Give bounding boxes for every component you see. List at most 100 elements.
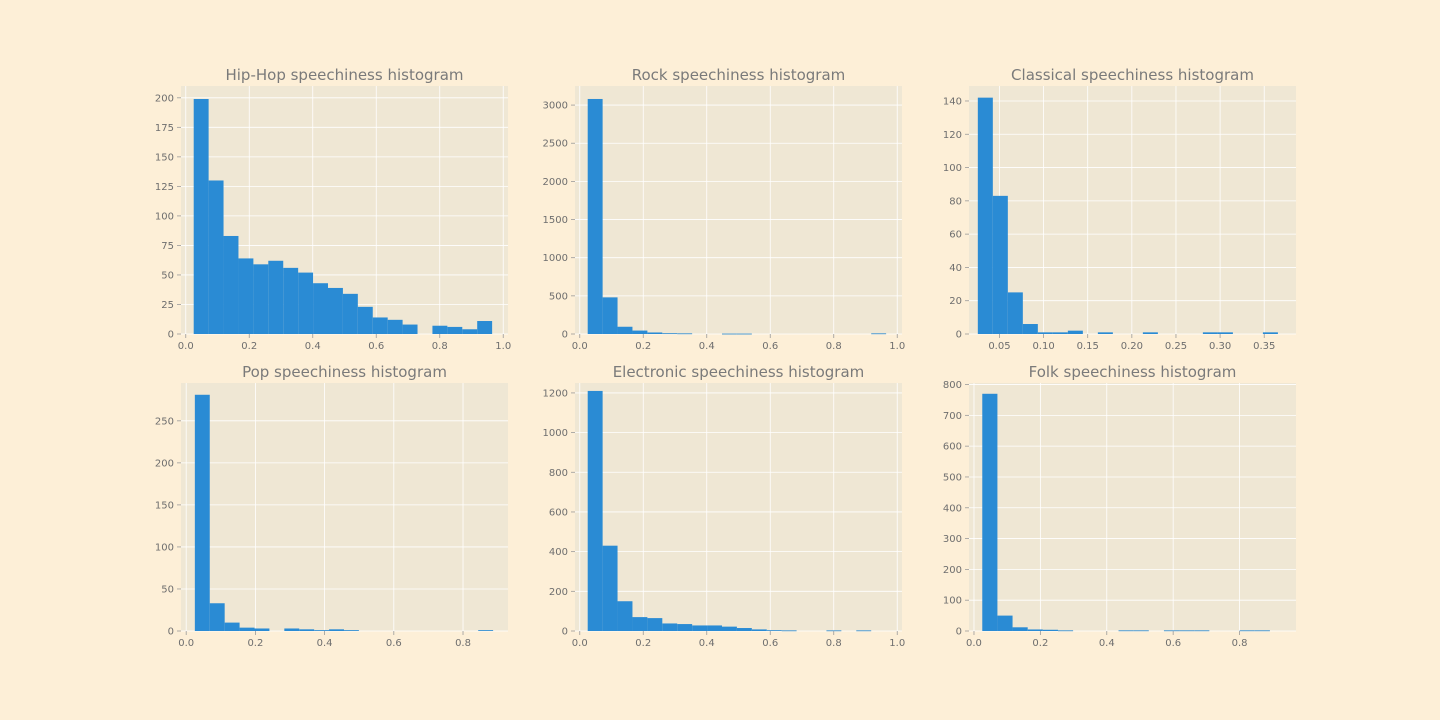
histogram-panel: 0.0 0.2 0.4 0.6 0.8 1.0 0 25 50 75 100 125 150 175 200… xyxy=(155,66,511,352)
histogram-bar xyxy=(977,97,993,335)
y-tick-label: 150 xyxy=(155,500,174,511)
y-tick-label: 60 xyxy=(949,230,962,241)
histogram-bar xyxy=(1179,630,1195,632)
histogram-bar xyxy=(254,628,270,631)
histogram-bar xyxy=(856,630,872,632)
histogram-bar xyxy=(647,332,663,334)
y-tick-label: 200 xyxy=(549,587,568,598)
y-tick-label: 175 xyxy=(155,123,174,134)
histogram-bar xyxy=(239,627,255,631)
y-tick-label: 0 xyxy=(168,330,174,341)
y-tick-label: 250 xyxy=(155,416,174,427)
plot-area xyxy=(575,383,902,631)
chart-title: Rock speechiness histogram xyxy=(632,66,846,84)
x-tick-label: 0.6 xyxy=(386,638,402,649)
x-tick-label: 0.0 xyxy=(572,341,588,352)
histogram-bar xyxy=(462,329,478,334)
histogram-bar xyxy=(871,333,887,335)
y-tick-label: 500 xyxy=(943,472,962,483)
histogram-bar xyxy=(1052,332,1068,334)
y-tick-label: 400 xyxy=(549,547,568,558)
x-tick-label: 0.2 xyxy=(635,638,651,649)
y-tick-label: 200 xyxy=(155,93,174,104)
y-tick-label: 3000 xyxy=(543,101,568,112)
chart-title: Classical speechiness histogram xyxy=(1011,66,1254,84)
histogram-bar xyxy=(478,630,494,631)
histogram-bar xyxy=(432,325,448,334)
histogram-bar xyxy=(997,615,1013,631)
histogram-bar xyxy=(587,390,603,631)
histogram-bar xyxy=(632,330,648,334)
histogram-bar xyxy=(1217,332,1233,334)
histogram-bar xyxy=(751,629,767,631)
y-tick-label: 0 xyxy=(956,627,962,638)
histogram-bar xyxy=(1163,630,1180,632)
x-tick-label: 0.6 xyxy=(762,638,778,649)
x-tick-label: 0.8 xyxy=(455,638,471,649)
x-tick-label: 0.20 xyxy=(1121,341,1143,352)
x-tick-label: 1.0 xyxy=(889,341,905,352)
y-tick-label: 500 xyxy=(549,291,568,302)
x-tick-label: 0.8 xyxy=(1232,638,1248,649)
histogram-bar xyxy=(1067,330,1083,334)
y-tick-label: 600 xyxy=(943,442,962,453)
histogram-bar xyxy=(1142,332,1158,334)
histogram-bar xyxy=(1007,292,1023,334)
histogram-bar xyxy=(781,630,797,632)
histogram-bar xyxy=(1057,630,1074,632)
chart-title: Pop speechiness histogram xyxy=(242,363,447,381)
x-tick-label: 0.0 xyxy=(966,638,982,649)
plot-area xyxy=(575,86,902,334)
histogram-bar xyxy=(1118,630,1134,632)
histogram-bar xyxy=(736,628,752,631)
histogram-bar xyxy=(1012,627,1028,631)
histogram-bar xyxy=(587,98,603,334)
y-tick-label: 1000 xyxy=(543,428,568,439)
x-tick-label: 0.6 xyxy=(368,341,384,352)
y-tick-label: 600 xyxy=(549,507,568,518)
histogram-bar xyxy=(617,326,633,334)
histogram-bar xyxy=(1037,332,1053,334)
x-tick-label: 0.05 xyxy=(988,341,1010,352)
histogram-bar xyxy=(647,618,663,631)
histogram-bar xyxy=(677,333,693,335)
y-tick-label: 80 xyxy=(949,196,962,207)
histogram-bar xyxy=(387,319,403,334)
histogram-bar xyxy=(329,629,344,631)
y-tick-label: 120 xyxy=(943,130,962,141)
y-tick-label: 100 xyxy=(155,542,174,553)
histogram-bar xyxy=(677,624,693,631)
histogram-bar xyxy=(327,287,343,334)
x-tick-label: 0.2 xyxy=(247,638,263,649)
histogram-panel: 0.0 0.2 0.4 0.6 0.8 0 50 100 150 200 250 Pop speech… xyxy=(155,363,508,649)
histogram-bar xyxy=(602,545,618,631)
x-tick-label: 0.2 xyxy=(635,341,651,352)
histogram-bar xyxy=(1097,332,1113,334)
x-tick-label: 0.4 xyxy=(317,638,333,649)
histogram-bar xyxy=(721,333,737,335)
x-tick-label: 0.8 xyxy=(826,341,842,352)
histogram-bar xyxy=(707,625,722,631)
histogram-panel: 0.0 0.2 0.4 0.6 0.8 1.0 0 200 400 600 800 1000 1200 E… xyxy=(543,363,906,649)
x-tick-label: 0.30 xyxy=(1209,341,1231,352)
histogram-bar xyxy=(343,630,359,631)
x-tick-label: 0.8 xyxy=(432,341,448,352)
histogram-bar xyxy=(193,98,209,334)
x-tick-label: 0.0 xyxy=(572,638,588,649)
histogram-bar xyxy=(194,394,210,631)
y-tick-label: 40 xyxy=(949,263,962,274)
y-tick-label: 2500 xyxy=(543,139,568,150)
histogram-bar xyxy=(238,258,254,334)
x-tick-label: 1.0 xyxy=(889,638,905,649)
y-tick-label: 1200 xyxy=(543,388,568,399)
histogram-bar xyxy=(284,628,300,631)
histogram-bar xyxy=(736,333,752,335)
x-tick-label: 0.15 xyxy=(1077,341,1099,352)
histogram-bar xyxy=(314,630,330,631)
histogram-bar xyxy=(1262,332,1278,334)
histogram-bar xyxy=(372,317,388,334)
chart-title: Hip-Hop speechiness histogram xyxy=(225,66,463,84)
histogram-bar xyxy=(299,629,315,631)
histogram-panel: 0.0 0.2 0.4 0.6 0.8 1.0 0 500 1000 1500 2000 2500 30… xyxy=(543,66,906,352)
y-tick-label: 800 xyxy=(943,380,962,391)
